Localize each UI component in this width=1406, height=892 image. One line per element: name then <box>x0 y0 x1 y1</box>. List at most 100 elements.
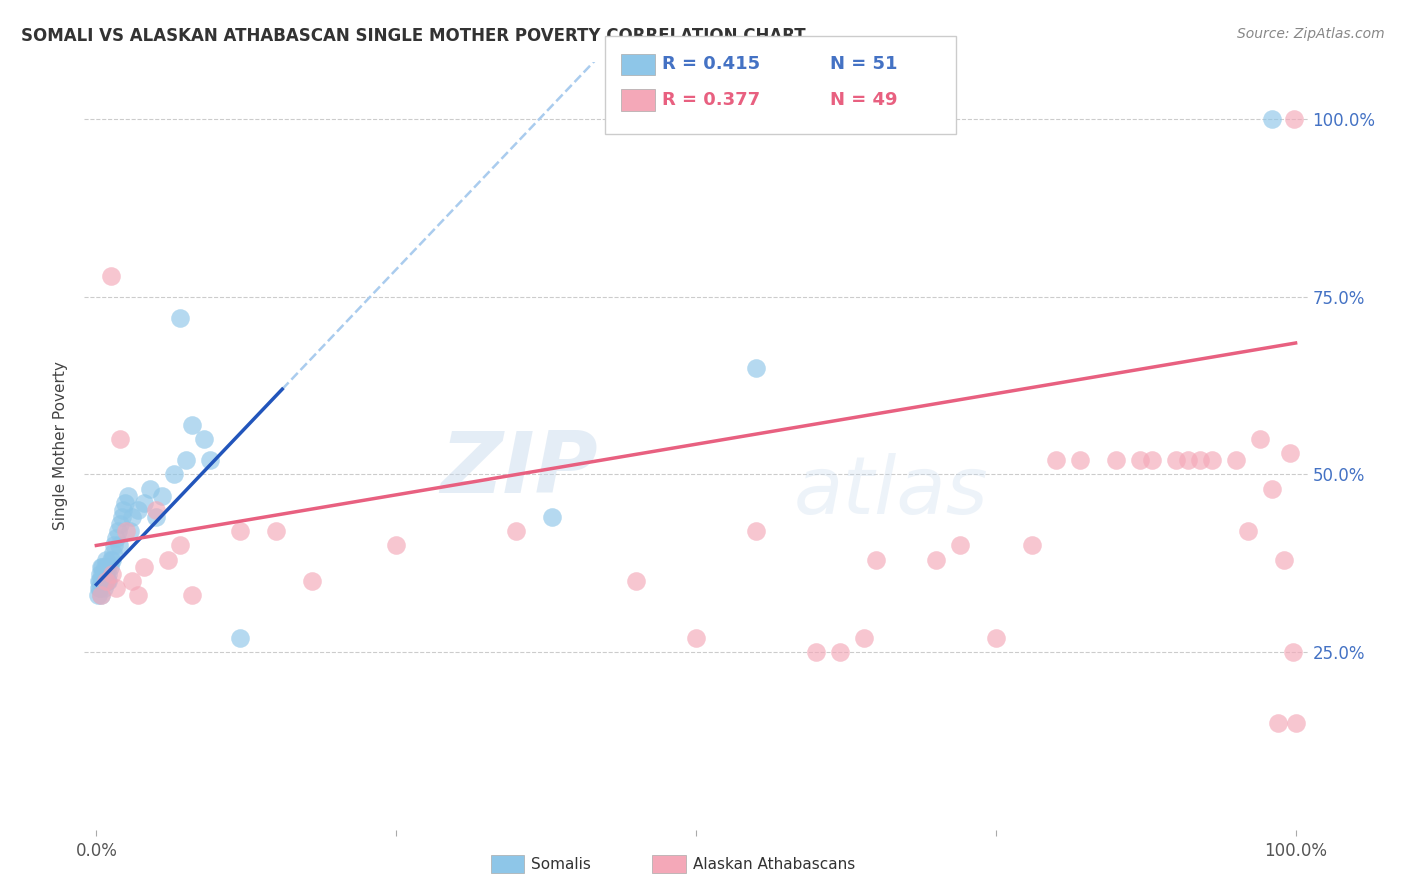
Point <box>90 588 112 602</box>
Point <box>745 524 768 539</box>
Point <box>264 524 287 539</box>
Point <box>97 574 120 588</box>
Point <box>115 524 138 539</box>
Point <box>117 489 139 503</box>
Point <box>94 566 117 581</box>
Point <box>96 574 118 588</box>
Point <box>134 496 156 510</box>
Point <box>169 538 191 552</box>
Point <box>111 503 134 517</box>
Point <box>1284 112 1306 127</box>
Point <box>1069 453 1091 467</box>
Point <box>385 538 408 552</box>
Point <box>89 581 111 595</box>
Point <box>127 588 149 602</box>
Point <box>93 559 117 574</box>
Text: SOMALI VS ALASKAN ATHABASCAN SINGLE MOTHER POVERTY CORRELATION CHART: SOMALI VS ALASKAN ATHABASCAN SINGLE MOTH… <box>21 27 806 45</box>
Point <box>93 581 115 595</box>
Point <box>1284 716 1306 731</box>
Point <box>1129 453 1152 467</box>
Point <box>925 552 948 566</box>
Text: Somalis: Somalis <box>531 857 592 871</box>
Point <box>87 574 110 588</box>
Y-axis label: Single Mother Poverty: Single Mother Poverty <box>53 361 69 531</box>
Text: R = 0.377: R = 0.377 <box>662 91 761 109</box>
Point <box>108 538 131 552</box>
Point <box>1177 453 1199 467</box>
Point <box>865 552 887 566</box>
Point <box>745 360 768 375</box>
Point <box>91 566 114 581</box>
Point <box>145 510 167 524</box>
Point <box>121 510 143 524</box>
Point <box>1282 645 1305 659</box>
Point <box>91 559 114 574</box>
Point <box>174 453 197 467</box>
Point <box>1278 446 1301 460</box>
Point <box>229 631 252 645</box>
Point <box>949 538 972 552</box>
Point <box>114 496 136 510</box>
Point <box>828 645 851 659</box>
Point <box>100 268 122 283</box>
Point <box>1105 453 1128 467</box>
Point <box>89 566 111 581</box>
Point <box>181 417 204 432</box>
Text: Source: ZipAtlas.com: Source: ZipAtlas.com <box>1237 27 1385 41</box>
Point <box>107 524 129 539</box>
Point <box>541 510 564 524</box>
Point <box>127 503 149 517</box>
Point <box>200 453 222 467</box>
Point <box>169 311 191 326</box>
Point <box>1249 432 1271 446</box>
Point <box>1236 524 1258 539</box>
Point <box>100 552 122 566</box>
Point <box>94 574 117 588</box>
Point <box>1045 453 1067 467</box>
Point <box>104 581 127 595</box>
Point <box>984 631 1007 645</box>
Point <box>624 574 647 588</box>
Text: R = 0.415: R = 0.415 <box>662 55 761 73</box>
Point <box>157 552 180 566</box>
Point <box>121 574 143 588</box>
Point <box>181 588 204 602</box>
Text: N = 51: N = 51 <box>830 55 897 73</box>
Point <box>1140 453 1163 467</box>
Point <box>104 532 127 546</box>
Point <box>89 574 111 588</box>
Point <box>229 524 252 539</box>
Text: ZIP: ZIP <box>440 427 598 510</box>
Point <box>1021 538 1043 552</box>
Point <box>98 559 121 574</box>
Point <box>97 566 120 581</box>
Point <box>91 574 114 588</box>
Text: N = 49: N = 49 <box>830 91 897 109</box>
Point <box>103 538 125 552</box>
Point <box>87 581 110 595</box>
Point <box>110 510 132 524</box>
Point <box>96 559 118 574</box>
Point <box>1272 552 1295 566</box>
Point <box>1267 716 1289 731</box>
Point <box>90 559 112 574</box>
Point <box>101 566 124 581</box>
Point <box>150 489 173 503</box>
Point <box>505 524 527 539</box>
Point <box>193 432 215 446</box>
Text: Alaskan Athabascans: Alaskan Athabascans <box>693 857 855 871</box>
Point <box>110 517 132 532</box>
Point <box>93 574 117 588</box>
Point <box>101 545 124 559</box>
Point <box>134 559 156 574</box>
Point <box>1164 453 1187 467</box>
Point <box>163 467 186 482</box>
Point <box>145 503 167 517</box>
Point <box>1225 453 1247 467</box>
Point <box>139 482 162 496</box>
Point <box>1188 453 1211 467</box>
Point <box>110 432 132 446</box>
Point <box>685 631 707 645</box>
Point <box>1201 453 1223 467</box>
Point <box>90 588 112 602</box>
